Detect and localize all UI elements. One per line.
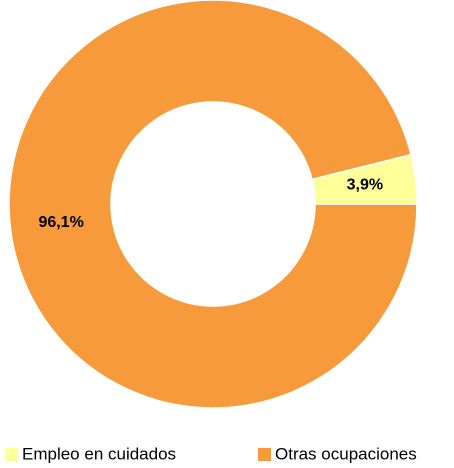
donut-slice (8, 0, 418, 409)
legend-swatch (258, 448, 271, 461)
legend-swatch (5, 448, 18, 461)
data-label: 3,9% (347, 177, 383, 194)
legend-label: Otras ocupaciones (275, 444, 417, 463)
data-label: 96,1% (38, 214, 83, 231)
legend-label: Empleo en cuidados (22, 444, 176, 463)
